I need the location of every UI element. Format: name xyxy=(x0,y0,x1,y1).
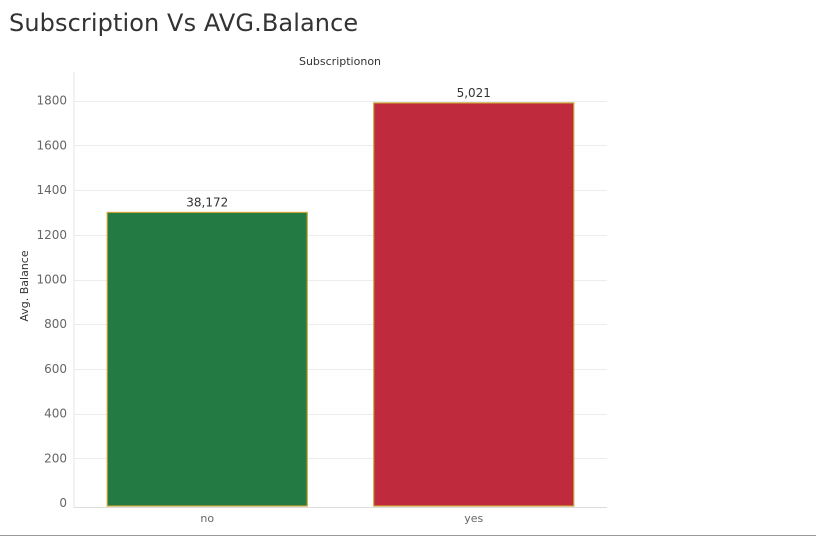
bar-yes xyxy=(373,102,575,507)
y-tick-label: 1400 xyxy=(36,183,67,197)
y-tick-label: 400 xyxy=(44,407,67,421)
x-tick-label-no: no xyxy=(200,512,214,525)
y-tick-label: 0 xyxy=(59,496,67,510)
y-tick-label: 1000 xyxy=(36,273,67,287)
y-tick-label: 600 xyxy=(44,362,67,376)
y-tick-label: 200 xyxy=(44,451,67,465)
x-tick-labels: no yes xyxy=(200,512,483,525)
y-axis-title: Avg. Balance xyxy=(18,250,31,321)
y-tick-label: 1600 xyxy=(36,138,67,152)
y-tick-labels: 0 200 400 600 800 1000 1200 1400 1600 1800 xyxy=(36,94,67,510)
y-tick-label: 800 xyxy=(44,317,67,331)
bars xyxy=(106,102,575,507)
bottom-divider xyxy=(0,535,816,536)
data-labels: 38,172 5,021 xyxy=(186,86,491,210)
y-tick-label: 1200 xyxy=(36,228,67,242)
data-label-yes: 5,021 xyxy=(457,86,491,100)
y-tick-label: 1800 xyxy=(36,94,67,108)
axes xyxy=(73,72,607,508)
column-header: Subscriptionon xyxy=(299,55,381,68)
page-title: Subscription Vs AVG.Balance xyxy=(9,9,359,37)
data-label-no: 38,172 xyxy=(186,195,228,209)
x-tick-label-yes: yes xyxy=(464,512,483,525)
bar-no xyxy=(106,211,308,507)
